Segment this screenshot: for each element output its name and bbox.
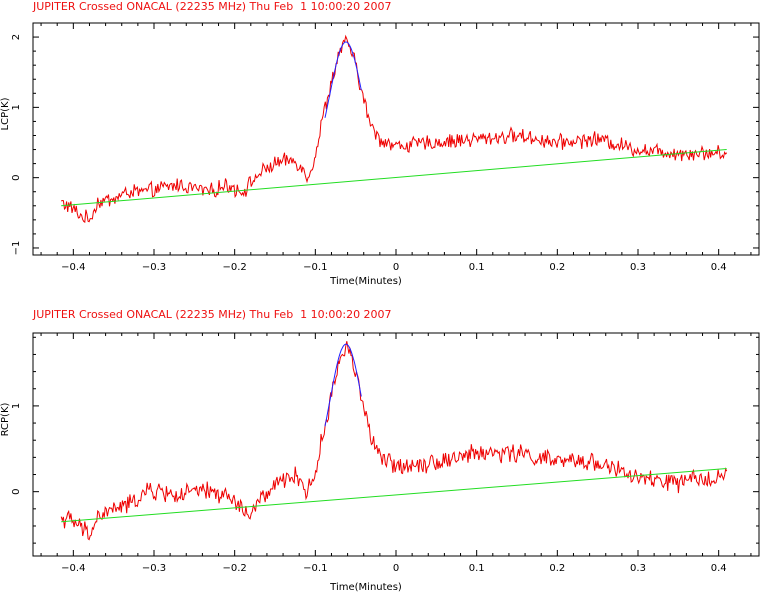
lcp-x-tick-label: 0.3	[630, 262, 646, 273]
lcp-x-tick-label: −0.2	[223, 262, 247, 273]
rcp-baseline-fit-line	[61, 468, 727, 523]
lcp-y-tick-label: 1	[11, 104, 22, 110]
rcp-chart-title: JUPITER Crossed ONACAL (22235 MHz) Thu F…	[33, 308, 392, 321]
rcp-gaussian-fit-line	[324, 343, 362, 427]
rcp-panel: JUPITER Crossed ONACAL (22235 MHz) Thu F…	[0, 306, 763, 595]
lcp-x-tick-label: 0.4	[711, 262, 727, 273]
lcp-y-tick-label: 0	[11, 174, 22, 180]
rcp-x-tick-label: 0	[393, 563, 399, 574]
lcp-y-tick-label: 2	[11, 34, 22, 40]
lcp-gaussian-fit-line	[324, 41, 362, 118]
lcp-plot-frame	[32, 22, 760, 256]
rcp-x-axis-label: Time(Minutes)	[329, 582, 402, 593]
lcp-panel: JUPITER Crossed ONACAL (22235 MHz) Thu F…	[0, 0, 760, 287]
lcp-data-trace-line	[60, 34, 728, 223]
rcp-x-tick-label: 0.1	[469, 563, 485, 574]
lcp-x-tick-label: 0.1	[469, 262, 485, 273]
lcp-y-tick-label: −1	[11, 241, 22, 256]
rcp-x-tick-label: −0.2	[223, 563, 247, 574]
lcp-x-tick-label: −0.4	[61, 262, 85, 273]
lcp-chart-title: JUPITER Crossed ONACAL (22235 MHz) Thu F…	[33, 0, 392, 13]
rcp-y-axis-label: RCP(K)	[0, 402, 11, 436]
rcp-x-tick-label: −0.3	[142, 563, 166, 574]
rcp-x-tick-label: −0.1	[303, 563, 327, 574]
rcp-plot-frame	[32, 332, 760, 557]
lcp-x-axis-label: Time(Minutes)	[329, 276, 402, 287]
rcp-y-tick-label: 1	[11, 403, 22, 409]
rcp-chart: −0.4 −0.3 −0.2 −0.1 0 0.1 0.2 0.3 0.4 0 1 Time(Minu…	[0, 332, 760, 593]
lcp-x-tick-label: −0.1	[303, 262, 327, 273]
rcp-x-tick-label: 0.3	[630, 563, 646, 574]
rcp-y-tick-label: 0	[11, 488, 22, 494]
rcp-x-tick-label: −0.4	[61, 563, 85, 574]
rcp-x-tick-label: 0.2	[549, 563, 565, 574]
lcp-x-tick-label: 0.2	[549, 262, 565, 273]
rcp-data-trace-line	[60, 341, 728, 541]
lcp-x-tick-label: −0.3	[142, 262, 166, 273]
lcp-baseline-fit-line	[61, 149, 727, 207]
lcp-chart: −0.4 −0.3 −0.2 −0.1 0 0.1 0.2 0.3 0.4 −1 0 1 2 Time(M…	[0, 22, 760, 287]
rcp-x-tick-label: 0.4	[711, 563, 727, 574]
lcp-y-axis-label: LCP(K)	[0, 97, 11, 130]
lcp-x-tick-label: 0	[393, 262, 399, 273]
